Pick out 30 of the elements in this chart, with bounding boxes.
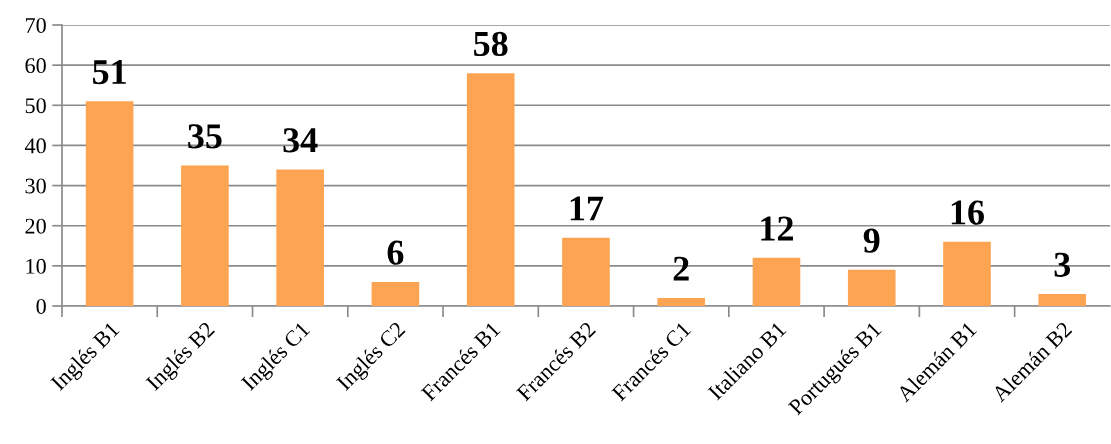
data-label: 34	[283, 128, 318, 153]
data-label: 9	[863, 228, 880, 253]
bar	[85, 101, 134, 306]
bar	[466, 73, 515, 306]
y-tick-label: 70	[25, 17, 46, 33]
bar	[1038, 293, 1087, 306]
bar	[562, 237, 610, 306]
data-label: 17	[570, 196, 604, 221]
bar	[181, 165, 229, 306]
y-tick-label: 20	[25, 218, 46, 234]
bar	[752, 257, 801, 306]
bar	[276, 169, 324, 306]
data-label: 6	[387, 240, 404, 265]
data-label: 35	[188, 124, 222, 149]
bar	[371, 281, 420, 306]
y-tick-label: 40	[24, 138, 46, 154]
data-label: 58	[474, 31, 508, 57]
data-label: 12	[761, 216, 793, 241]
bar	[657, 297, 706, 306]
bar	[847, 269, 896, 306]
data-label: 3	[1054, 252, 1071, 277]
data-label: 2	[673, 256, 689, 281]
y-tick-label: 30	[25, 178, 46, 194]
y-tick-label: 50	[25, 98, 46, 114]
data-label: 51	[93, 60, 126, 85]
bar	[943, 241, 991, 306]
y-tick-label: 0	[36, 298, 46, 314]
y-tick-label: 10	[26, 258, 46, 274]
data-label: 16	[951, 200, 984, 225]
y-tick-label: 60	[25, 58, 46, 74]
